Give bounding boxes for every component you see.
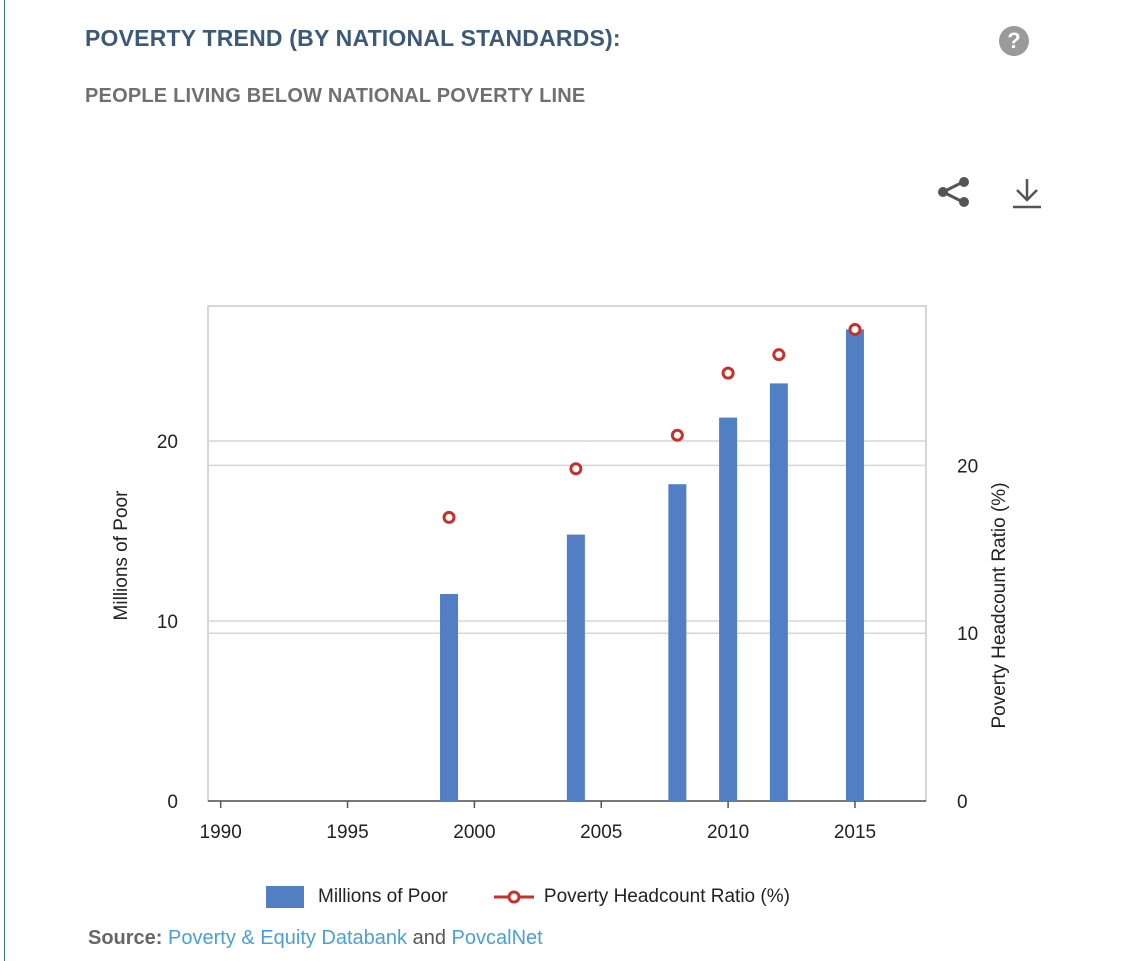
chart-legend: Millions of Poor Poverty Headcount Ratio… bbox=[266, 886, 790, 908]
chart-title: POVERTY TREND (BY NATIONAL STANDARDS): bbox=[85, 25, 621, 51]
x-tick-label-1: 1995 bbox=[326, 822, 368, 843]
source-label: Source: bbox=[88, 927, 163, 949]
chart-card: POVERTY TREND (BY NATIONAL STANDARDS): P… bbox=[4, 0, 1136, 961]
legend-swatch-markers bbox=[493, 890, 534, 904]
x-tick-label-0: 1990 bbox=[200, 822, 242, 843]
bar-2012 bbox=[769, 383, 788, 801]
bar-2010 bbox=[719, 417, 738, 801]
share-icon[interactable] bbox=[935, 176, 973, 208]
y-left-axis-label: Millions of Poor bbox=[111, 490, 132, 621]
marker-1999 bbox=[442, 510, 456, 524]
y-left-tick-label-0: 0 bbox=[167, 792, 178, 813]
source-link-databank[interactable]: Poverty & Equity Databank bbox=[168, 927, 408, 949]
x-tick-label-5: 2015 bbox=[834, 822, 876, 843]
y-right-tick-label-0: 0 bbox=[957, 792, 968, 813]
marker-2010 bbox=[721, 366, 735, 380]
source-line: Source: Poverty & Equity Databank and Po… bbox=[88, 927, 543, 950]
bar-1999 bbox=[440, 594, 459, 801]
marker-2008 bbox=[670, 428, 684, 442]
bar-2008 bbox=[668, 484, 687, 801]
chart-subtitle: PEOPLE LIVING BELOW NATIONAL POVERTY LIN… bbox=[85, 85, 586, 107]
legend-label-markers: Poverty Headcount Ratio (%) bbox=[543, 886, 790, 907]
y-right-tick-label-2: 20 bbox=[957, 456, 978, 477]
bar-2015 bbox=[845, 329, 864, 801]
help-icon[interactable]: ? bbox=[999, 26, 1029, 56]
legend-swatch-bars bbox=[266, 886, 304, 908]
y-left-tick-label-1: 10 bbox=[157, 612, 178, 633]
marker-2004 bbox=[569, 462, 583, 476]
x-tick-label-3: 2005 bbox=[580, 822, 622, 843]
x-tick-label-2: 2000 bbox=[453, 822, 495, 843]
source-and: and bbox=[412, 927, 446, 949]
bar-2004 bbox=[566, 534, 585, 801]
y-right-axis-label: Poverty Headcount Ratio (%) bbox=[989, 482, 1010, 728]
download-icon[interactable] bbox=[1009, 176, 1045, 212]
marker-2015 bbox=[848, 322, 862, 336]
legend-label-bars: Millions of Poor bbox=[318, 886, 448, 907]
source-link-povcalnet[interactable]: PovcalNet bbox=[451, 927, 543, 949]
marker-2012 bbox=[772, 348, 786, 362]
y-left-tick-label-2: 20 bbox=[157, 432, 178, 453]
x-tick-label-4: 2010 bbox=[707, 822, 749, 843]
y-right-tick-label-1: 10 bbox=[957, 624, 978, 645]
